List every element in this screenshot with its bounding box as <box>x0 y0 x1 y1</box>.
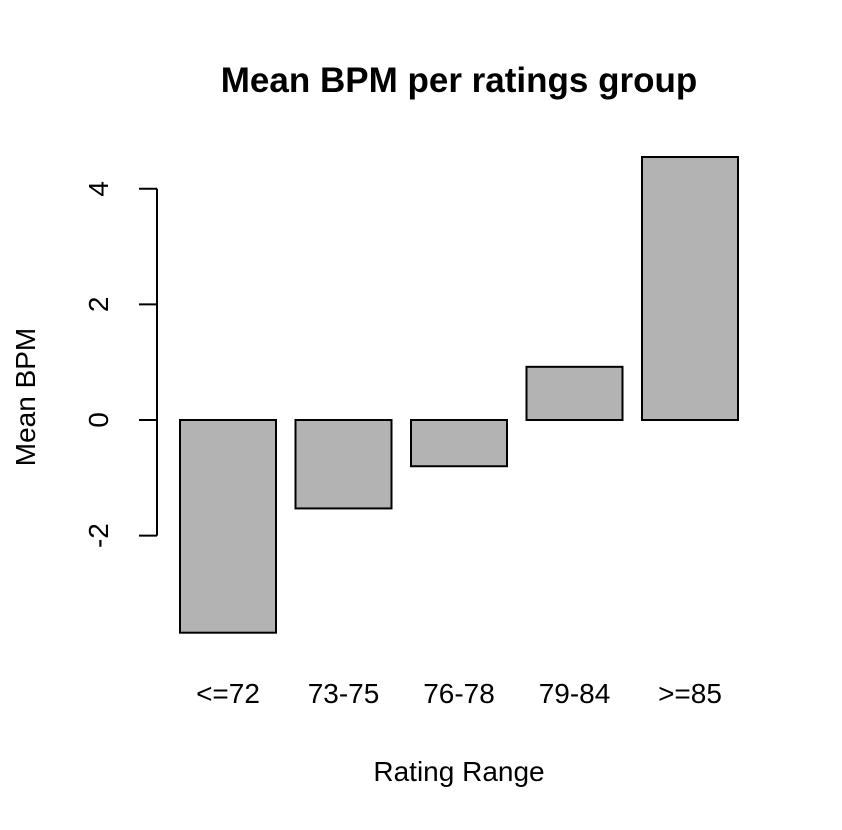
y-tick-label: -2 <box>83 523 114 548</box>
bar-3 <box>525 365 624 422</box>
bar-4 <box>641 156 739 421</box>
x-category-label: <=72 <box>196 678 260 709</box>
y-axis: -2 0 2 4 <box>83 181 158 548</box>
y-tick-label: 2 <box>83 297 114 313</box>
x-category-label: >=85 <box>658 678 722 709</box>
x-category-labels: <=72 73-75 76-78 79-84 >=85 <box>196 678 722 709</box>
bars <box>179 156 739 634</box>
x-category-label: 73-75 <box>308 678 380 709</box>
x-axis-label: Rating Range <box>373 756 544 787</box>
x-category-label: 79-84 <box>539 678 611 709</box>
x-category-label: 76-78 <box>423 678 495 709</box>
chart-title: Mean BPM per ratings group <box>221 61 697 100</box>
bar-2 <box>410 419 508 468</box>
bar-1 <box>294 419 393 510</box>
bar-0 <box>179 419 277 634</box>
y-tick-label: 0 <box>83 412 114 428</box>
y-axis-label: Mean BPM <box>10 328 41 467</box>
y-tick-label: 4 <box>83 181 114 197</box>
